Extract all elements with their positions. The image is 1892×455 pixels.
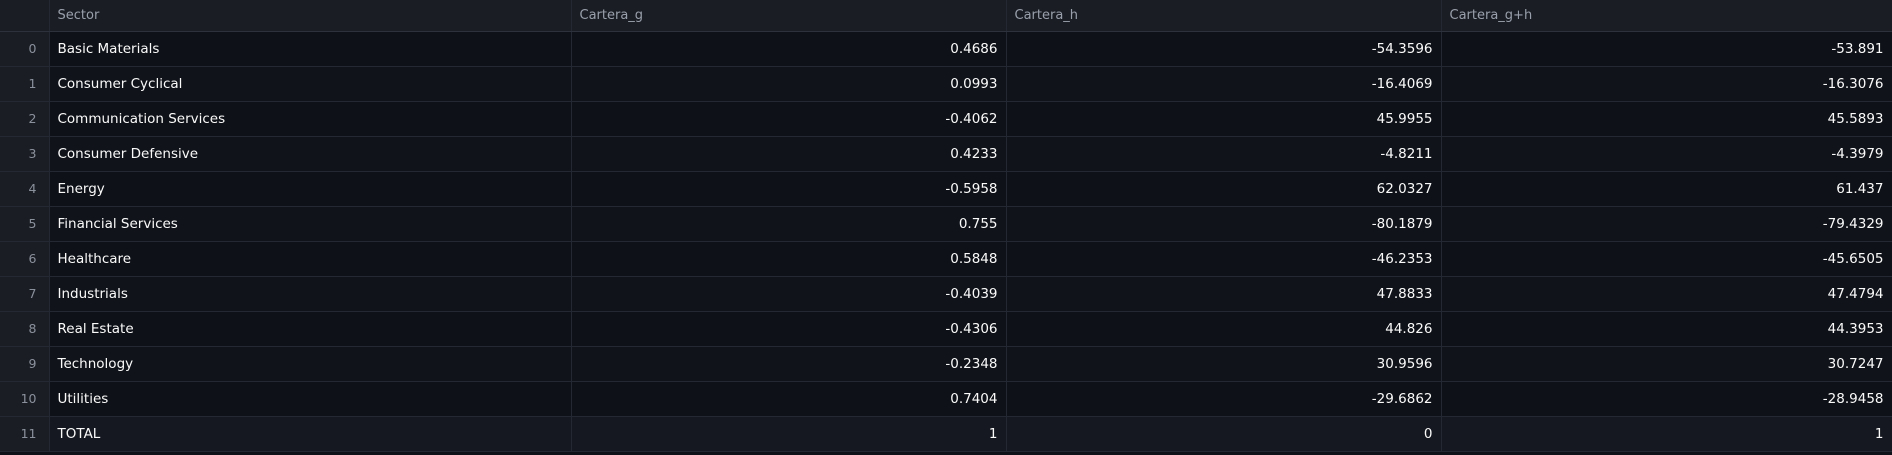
cartera-g-cell[interactable]: 0.7404 (571, 381, 1007, 417)
cartera-gh-column-header[interactable]: Cartera_g+h (1441, 0, 1892, 32)
row-index: 5 (0, 206, 50, 242)
table-header: Sector Cartera_g Cartera_h Cartera_g+h (0, 0, 1892, 32)
cartera-h-cell[interactable]: -16.4069 (1006, 66, 1442, 102)
cartera-g-cell[interactable]: -0.5958 (571, 171, 1007, 207)
cartera-h-cell[interactable]: 62.0327 (1006, 171, 1442, 207)
sector-cell[interactable]: Technology (49, 346, 572, 382)
cartera-gh-cell[interactable]: -53.891 (1441, 31, 1892, 67)
cartera-g-cell[interactable]: 0.0993 (571, 66, 1007, 102)
cartera-gh-cell[interactable]: 30.7247 (1441, 346, 1892, 382)
cartera-g-cell[interactable]: -0.4039 (571, 276, 1007, 312)
row-index: 7 (0, 276, 50, 312)
sector-cell[interactable]: Consumer Cyclical (49, 66, 572, 102)
table-row: 0 Basic Materials 0.4686 -54.3596 -53.89… (0, 31, 1892, 67)
sector-cell[interactable]: Industrials (49, 276, 572, 312)
table-row: 10 Utilities 0.7404 -29.6862 -28.9458 (0, 381, 1892, 417)
row-index: 9 (0, 346, 50, 382)
row-index: 8 (0, 311, 50, 347)
sector-cell[interactable]: Communication Services (49, 101, 572, 137)
cartera-gh-cell[interactable]: 44.3953 (1441, 311, 1892, 347)
table-body: 0 Basic Materials 0.4686 -54.3596 -53.89… (0, 31, 1892, 452)
cartera-h-cell[interactable]: 0 (1006, 416, 1442, 452)
index-column-header[interactable] (0, 0, 50, 32)
row-index: 0 (0, 31, 50, 67)
cartera-h-cell[interactable]: -54.3596 (1006, 31, 1442, 67)
row-index: 10 (0, 381, 50, 417)
cartera-g-cell[interactable]: -0.2348 (571, 346, 1007, 382)
table-row: 7 Industrials -0.4039 47.8833 47.4794 (0, 276, 1892, 312)
cartera-g-cell[interactable]: 0.4686 (571, 31, 1007, 67)
row-index: 2 (0, 101, 50, 137)
cartera-gh-cell[interactable]: -4.3979 (1441, 136, 1892, 172)
row-index: 1 (0, 66, 50, 102)
table-row: 2 Communication Services -0.4062 45.9955… (0, 101, 1892, 137)
cartera-h-cell[interactable]: 44.826 (1006, 311, 1442, 347)
cartera-gh-cell[interactable]: -79.4329 (1441, 206, 1892, 242)
table-row: 8 Real Estate -0.4306 44.826 44.3953 (0, 311, 1892, 347)
sector-cell[interactable]: Utilities (49, 381, 572, 417)
table-row: 3 Consumer Defensive 0.4233 -4.8211 -4.3… (0, 136, 1892, 172)
cartera-gh-cell[interactable]: -16.3076 (1441, 66, 1892, 102)
cartera-gh-cell[interactable]: 61.437 (1441, 171, 1892, 207)
sector-cell[interactable]: Healthcare (49, 241, 572, 277)
cartera-gh-cell[interactable]: 47.4794 (1441, 276, 1892, 312)
row-index: 3 (0, 136, 50, 172)
cartera-gh-cell[interactable]: -28.9458 (1441, 381, 1892, 417)
cartera-gh-cell[interactable]: -45.6505 (1441, 241, 1892, 277)
table-row: 1 Consumer Cyclical 0.0993 -16.4069 -16.… (0, 66, 1892, 102)
row-index: 6 (0, 241, 50, 277)
table-row: 6 Healthcare 0.5848 -46.2353 -45.6505 (0, 241, 1892, 277)
cartera-g-cell[interactable]: 0.4233 (571, 136, 1007, 172)
table-row: 5 Financial Services 0.755 -80.1879 -79.… (0, 206, 1892, 242)
row-index: 4 (0, 171, 50, 207)
cartera-g-cell[interactable]: -0.4306 (571, 311, 1007, 347)
cartera-gh-cell[interactable]: 45.5893 (1441, 101, 1892, 137)
cartera-g-column-header[interactable]: Cartera_g (571, 0, 1007, 32)
cartera-h-cell[interactable]: 45.9955 (1006, 101, 1442, 137)
table-row-total: 11 TOTAL 1 0 1 (0, 416, 1892, 452)
sector-cell[interactable]: Consumer Defensive (49, 136, 572, 172)
cartera-h-cell[interactable]: 30.9596 (1006, 346, 1442, 382)
sector-cell[interactable]: TOTAL (49, 416, 572, 452)
cartera-h-column-header[interactable]: Cartera_h (1006, 0, 1442, 32)
cartera-g-cell[interactable]: 1 (571, 416, 1007, 452)
cartera-h-cell[interactable]: -46.2353 (1006, 241, 1442, 277)
cartera-g-cell[interactable]: 0.5848 (571, 241, 1007, 277)
sector-cell[interactable]: Financial Services (49, 206, 572, 242)
table-row: 9 Technology -0.2348 30.9596 30.7247 (0, 346, 1892, 382)
header-row: Sector Cartera_g Cartera_h Cartera_g+h (0, 0, 1892, 32)
cartera-h-cell[interactable]: -80.1879 (1006, 206, 1442, 242)
sector-cell[interactable]: Real Estate (49, 311, 572, 347)
row-index: 11 (0, 416, 50, 452)
sector-cell[interactable]: Energy (49, 171, 572, 207)
cartera-g-cell[interactable]: 0.755 (571, 206, 1007, 242)
sector-column-header[interactable]: Sector (49, 0, 572, 32)
cartera-h-cell[interactable]: -4.8211 (1006, 136, 1442, 172)
sector-cell[interactable]: Basic Materials (49, 31, 572, 67)
cartera-h-cell[interactable]: 47.8833 (1006, 276, 1442, 312)
table-row: 4 Energy -0.5958 62.0327 61.437 (0, 171, 1892, 207)
cartera-h-cell[interactable]: -29.6862 (1006, 381, 1442, 417)
cartera-gh-cell[interactable]: 1 (1441, 416, 1892, 452)
cartera-g-cell[interactable]: -0.4062 (571, 101, 1007, 137)
